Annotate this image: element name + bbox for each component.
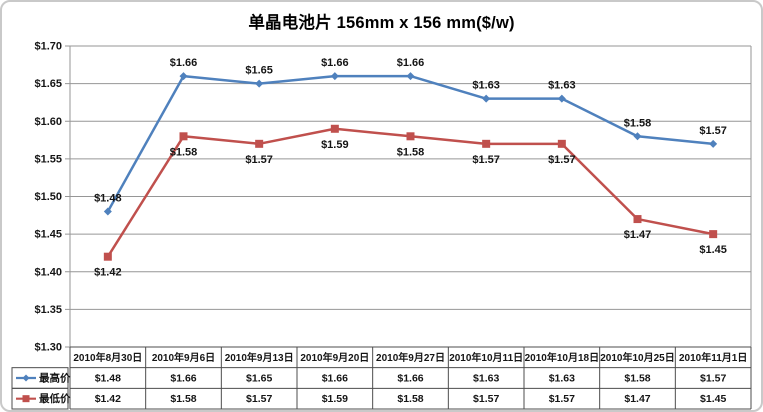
data-point-high[interactable] xyxy=(709,139,718,148)
data-label: $1.48 xyxy=(94,193,122,205)
data-point-high[interactable] xyxy=(179,72,188,81)
data-point-low[interactable] xyxy=(330,124,339,133)
y-axis-label: $1.60 xyxy=(34,116,62,128)
legend-key-diamond-icon xyxy=(22,374,30,382)
table-value-cell: $1.57 xyxy=(549,393,575,405)
y-axis-label: $1.70 xyxy=(34,41,62,53)
data-label: $1.63 xyxy=(472,80,500,92)
table-value-cell: $1.65 xyxy=(246,373,272,385)
data-label: $1.47 xyxy=(624,229,652,241)
data-label: $1.66 xyxy=(170,57,198,69)
data-label: $1.65 xyxy=(245,65,273,77)
data-point-low[interactable] xyxy=(103,252,112,261)
table-header-cell: 2010年9月6日 xyxy=(152,351,215,364)
table-header-cell: 2010年11月1日 xyxy=(679,351,747,364)
table-header-cell: 2010年8月30日 xyxy=(73,351,142,364)
data-point-low[interactable] xyxy=(557,139,566,148)
table-header-cell: 2010年10月18日 xyxy=(525,351,600,364)
data-point-low[interactable] xyxy=(406,132,415,141)
table-value-cell: $1.42 xyxy=(95,393,121,405)
table-value-cell: $1.57 xyxy=(473,393,499,405)
table-value-cell: $1.63 xyxy=(473,373,499,385)
data-point-high[interactable] xyxy=(406,72,415,81)
y-axis-label: $1.40 xyxy=(34,266,62,278)
data-point-high[interactable] xyxy=(255,79,264,88)
data-label: $1.59 xyxy=(321,139,349,151)
data-label: $1.58 xyxy=(624,117,652,129)
table-value-cell: $1.66 xyxy=(170,373,196,385)
legend-item-low[interactable] xyxy=(11,387,69,410)
y-axis-label: $1.55 xyxy=(34,153,62,165)
legend-box[interactable] xyxy=(11,387,69,410)
data-point-low[interactable] xyxy=(482,139,491,148)
data-label: $1.66 xyxy=(321,57,349,69)
data-label: $1.42 xyxy=(94,267,122,279)
table-value-cell: $1.66 xyxy=(322,373,348,385)
data-point-low[interactable] xyxy=(179,132,188,141)
data-point-low[interactable] xyxy=(255,139,264,148)
data-label: $1.57 xyxy=(245,154,273,166)
data-label: $1.63 xyxy=(548,80,576,92)
legend-label: 最低价 xyxy=(39,392,71,405)
table-value-cell: $1.66 xyxy=(397,373,423,385)
data-label: $1.66 xyxy=(397,57,425,69)
data-label: $1.57 xyxy=(548,154,576,166)
data-label: $1.58 xyxy=(397,146,425,158)
table-value-cell: $1.45 xyxy=(700,393,726,405)
table-value-cell: $1.63 xyxy=(549,373,575,385)
data-point-low[interactable] xyxy=(633,215,642,224)
table-header-cell: 2010年9月13日 xyxy=(225,351,294,364)
y-axis-label: $1.50 xyxy=(34,191,62,203)
table-header-cell: 2010年9月20日 xyxy=(300,351,369,364)
y-axis-label: $1.45 xyxy=(34,229,62,241)
table-header-cell: 2010年10月11日 xyxy=(449,351,523,364)
table-value-cell: $1.58 xyxy=(170,393,196,405)
y-axis-label: $1.65 xyxy=(34,78,62,90)
table-header-cell: 2010年10月25日 xyxy=(600,351,675,364)
table-value-cell: $1.48 xyxy=(95,373,121,385)
data-point-high[interactable] xyxy=(557,94,566,103)
data-point-high[interactable] xyxy=(482,94,491,103)
chart-title: 单晶电池片 156mm x 156 mm($/w) xyxy=(248,14,515,32)
y-axis-label: $1.30 xyxy=(34,342,62,354)
data-label: $1.45 xyxy=(699,244,727,256)
legend-label: 最高价 xyxy=(39,372,71,385)
legend-key-square-icon xyxy=(22,395,30,403)
table-value-cell: $1.59 xyxy=(322,393,348,405)
table-value-cell: $1.47 xyxy=(624,393,650,405)
data-label: $1.58 xyxy=(170,146,198,158)
data-label: $1.57 xyxy=(699,125,727,137)
table-value-cell: $1.58 xyxy=(624,373,650,385)
data-point-high[interactable] xyxy=(330,72,339,81)
table-value-cell: $1.57 xyxy=(700,373,726,385)
table-value-cell: $1.57 xyxy=(246,393,272,405)
data-point-high[interactable] xyxy=(103,207,112,216)
y-axis-label: $1.35 xyxy=(34,304,62,316)
table-value-cell: $1.58 xyxy=(397,393,423,405)
table-header-cell: 2010年9月27日 xyxy=(376,351,445,364)
series-line-high[interactable] xyxy=(106,74,715,213)
data-point-low[interactable] xyxy=(709,230,718,239)
data-point-high[interactable] xyxy=(633,132,642,141)
data-label: $1.57 xyxy=(472,154,500,166)
